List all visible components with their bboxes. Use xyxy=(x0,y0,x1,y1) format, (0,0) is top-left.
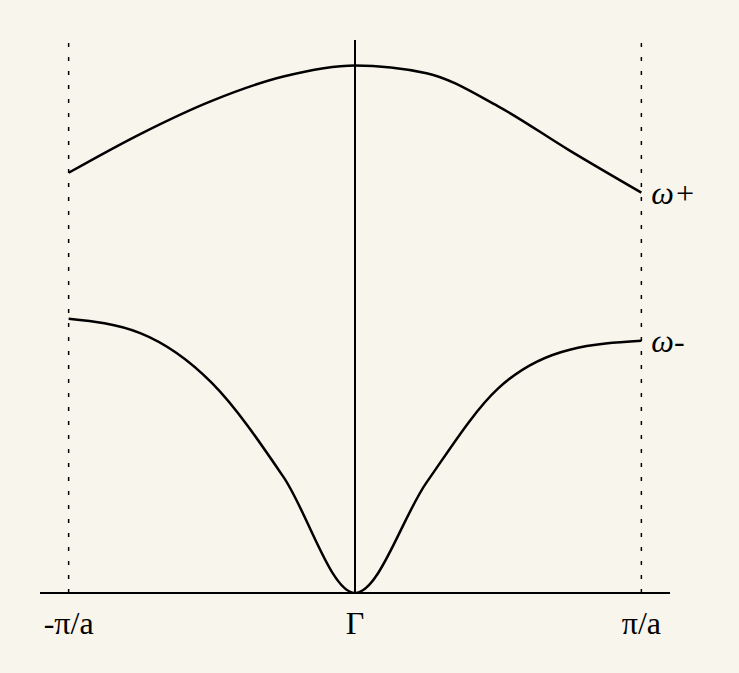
svg-text:-π/a: -π/a xyxy=(44,605,94,641)
svg-text:ω-: ω- xyxy=(651,323,684,359)
svg-text:ω+: ω+ xyxy=(651,175,695,211)
svg-text:Γ: Γ xyxy=(346,605,365,641)
svg-text:π/a: π/a xyxy=(622,605,661,641)
